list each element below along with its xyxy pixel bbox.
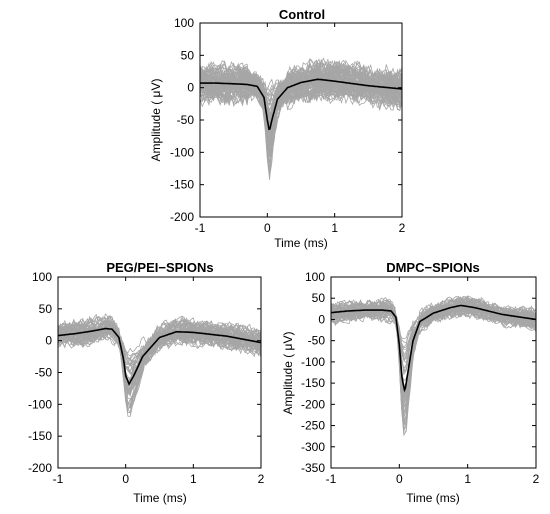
plot-frame xyxy=(199,22,403,218)
y-tick-label: 50 xyxy=(39,302,53,316)
y-tick-label: -150 xyxy=(170,178,194,192)
y-tick-label: -200 xyxy=(28,461,52,475)
y-tick-label: -50 xyxy=(177,113,195,127)
x-tick-label: -1 xyxy=(53,472,64,486)
x-tick-label: -1 xyxy=(326,472,337,486)
x-axis-title: Time (ms) xyxy=(274,236,328,250)
trace-line xyxy=(199,70,403,133)
x-ticks: -1 0 1 2 xyxy=(195,23,406,235)
trace-line xyxy=(199,74,403,119)
y-ticks: 100 50 0 -50 -100 -150 -200 xyxy=(170,16,402,224)
y-tick-label: -350 xyxy=(301,461,325,475)
y-tick-label: -100 xyxy=(28,397,52,411)
x-tick-label: 2 xyxy=(399,221,406,235)
trace-line xyxy=(57,321,262,414)
y-ticks: 100 50 0 -50 -100 -150 -200 -250 -300 -350 xyxy=(301,270,536,475)
y-tick-label: 50 xyxy=(181,48,195,62)
trace-line xyxy=(199,67,403,144)
x-ticks: -1 0 1 2 xyxy=(53,277,265,486)
y-tick-label: -100 xyxy=(301,355,325,369)
x-ticks: -1 0 1 2 xyxy=(326,277,540,486)
y-tick-label: 100 xyxy=(305,270,325,284)
y-ticks: 100 50 0 -50 -100 -150 -200 xyxy=(28,270,261,475)
y-tick-label: -300 xyxy=(301,440,325,454)
x-tick-label: 2 xyxy=(258,472,265,486)
plot-frame xyxy=(57,276,262,469)
y-tick-label: 0 xyxy=(318,312,325,326)
panel-title: DMPC−SPIONs xyxy=(386,260,480,275)
trace-line xyxy=(330,295,537,413)
trace-line xyxy=(199,67,403,108)
y-tick-label: 100 xyxy=(32,270,52,284)
y-tick-label: -50 xyxy=(35,366,53,380)
x-tick-label: 1 xyxy=(464,472,471,486)
y-tick-label: 50 xyxy=(312,291,326,305)
panel-dmpc-spions: DMPC−SPIONs -1 0 1 2 100500-50-100-150-200-… xyxy=(281,260,540,505)
y-tick-label: -150 xyxy=(28,429,52,443)
y-tick-label: 0 xyxy=(187,81,194,95)
x-tick-label: -1 xyxy=(195,221,206,235)
y-tick-label: -200 xyxy=(301,397,325,411)
panel-title: PEG/PEI−SPIONs xyxy=(106,260,213,275)
individual-traces xyxy=(199,57,403,180)
trace-line xyxy=(330,300,537,417)
y-tick-label: -50 xyxy=(308,334,326,348)
individual-traces xyxy=(330,295,537,437)
x-tick-label: 0 xyxy=(396,472,403,486)
individual-traces xyxy=(57,313,262,417)
y-tick-label: -250 xyxy=(301,419,325,433)
mean-waveform-line xyxy=(57,327,262,386)
y-tick-label: 100 xyxy=(174,16,194,30)
y-axis-title: Amplitude ( μV) xyxy=(281,332,295,415)
y-axis-title: Amplitude ( μV) xyxy=(149,79,163,162)
y-tick-label: -200 xyxy=(170,210,194,224)
panel-control: Control -1 0 1 2 100 50 0 -50 -100 -150 -200 Time… xyxy=(149,7,406,250)
x-tick-label: 0 xyxy=(122,472,129,486)
trace-line xyxy=(57,322,262,409)
x-tick-label: 2 xyxy=(533,472,540,486)
y-tick-label: -150 xyxy=(301,376,325,390)
y-tick-label: -100 xyxy=(170,145,194,159)
mean-waveform-line xyxy=(330,304,537,393)
y-tick-label: 0 xyxy=(45,334,52,348)
x-tick-label: 0 xyxy=(264,221,271,235)
plot-frame xyxy=(330,276,537,469)
x-tick-label: 1 xyxy=(331,221,338,235)
panel-peg-pei-spions: PEG/PEI−SPIONs -1 0 1 2 100 50 0 -50 -100 -150 -2… xyxy=(28,260,265,505)
x-tick-label: 1 xyxy=(190,472,197,486)
x-axis-title: Time (ms) xyxy=(133,491,187,505)
trace-line xyxy=(199,66,403,134)
panel-title: Control xyxy=(279,7,325,22)
mean-waveform-line xyxy=(200,78,403,131)
x-axis-title: Time (ms) xyxy=(406,491,460,505)
